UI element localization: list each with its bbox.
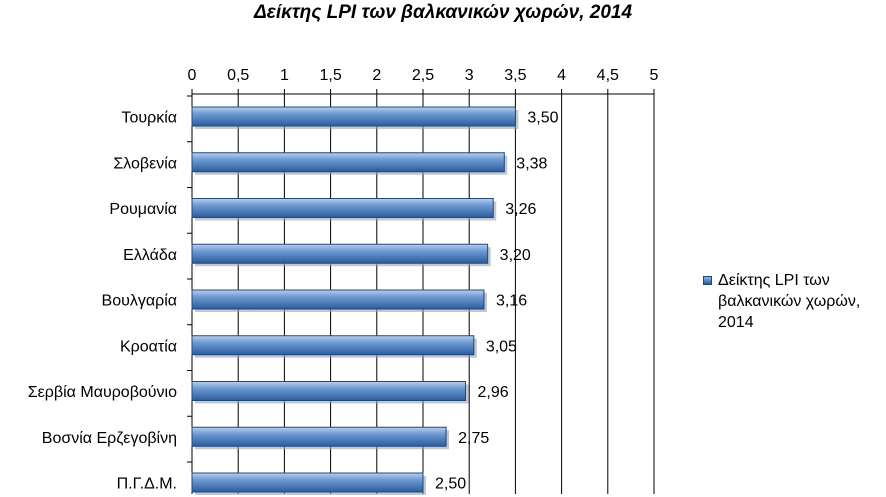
x-tick-label: 3	[465, 67, 474, 84]
bar	[191, 289, 485, 310]
x-tick-label: 2,5	[412, 67, 434, 84]
bar	[191, 198, 494, 218]
x-tick-label: 4	[557, 67, 566, 84]
category-label: Βουλγαρία	[102, 293, 177, 310]
x-tick-label: 1	[280, 67, 289, 84]
bar	[191, 335, 475, 356]
x-tick-label: 3,5	[504, 67, 526, 84]
x-tick-label: 0,5	[227, 67, 249, 84]
bar	[191, 152, 505, 173]
data-label: 3,26	[505, 201, 536, 218]
bar	[191, 106, 516, 127]
data-label: 2,50	[435, 476, 466, 493]
chart-title: Δείκτης LPI των βαλκανικών χωρών, 2014	[253, 2, 633, 23]
data-label: 3,50	[527, 110, 558, 127]
data-label: 2,96	[478, 384, 509, 401]
data-label: 3,16	[496, 293, 527, 310]
x-tick-label: 2	[372, 67, 381, 84]
data-label: 2,75	[458, 430, 489, 447]
x-tick-label: 4,5	[597, 67, 619, 84]
data-label: 3,20	[500, 247, 531, 264]
category-label: Σερβία Μαυροβούνιο	[28, 384, 177, 401]
category-label: Ρουμανία	[109, 201, 177, 218]
category-label: Τουρκία	[121, 110, 177, 127]
x-tick-label: 5	[650, 67, 659, 84]
bar	[191, 426, 447, 447]
category-label: Ελλάδα	[123, 247, 177, 264]
legend-swatch	[703, 276, 712, 285]
category-label: Π.Γ.Δ.Μ.	[117, 476, 177, 493]
category-label: Σλοβενία	[113, 155, 177, 172]
legend-label: Δείκτης LPI των βαλκανικών χωρών, 2014	[718, 272, 861, 331]
bar	[191, 381, 467, 401]
category-label: Κροατία	[120, 338, 177, 355]
x-tick-label: 0	[188, 67, 197, 84]
legend: Δείκτης LPI των βαλκανικών χωρών, 2014	[703, 270, 883, 333]
bar	[191, 472, 424, 493]
data-label: 3,38	[516, 155, 547, 172]
category-label: Βοσνία Ερζεγοβίνη	[42, 430, 177, 447]
bar	[191, 243, 489, 264]
data-label: 3,05	[486, 338, 517, 355]
x-tick-label: 1,5	[319, 67, 341, 84]
